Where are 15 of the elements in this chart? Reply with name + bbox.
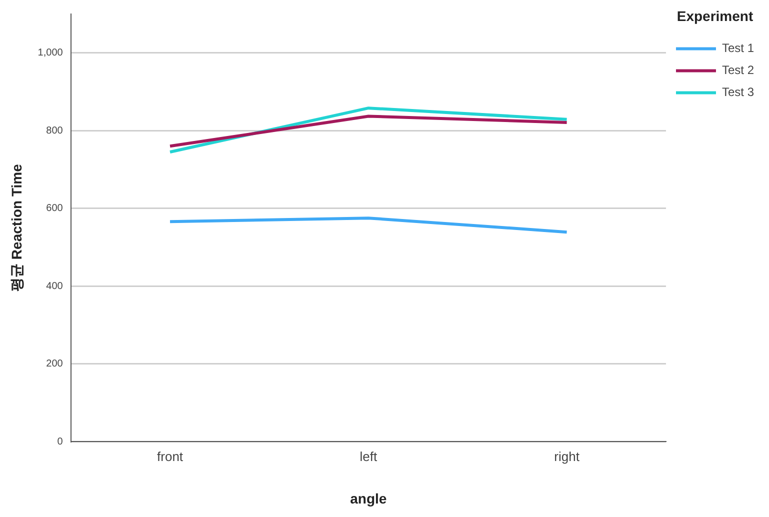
y-tick-label: 0: [57, 436, 64, 448]
y-tick-label: 200: [46, 358, 64, 370]
legend-title: Experiment: [676, 8, 754, 24]
x-tick-label: left: [360, 448, 378, 464]
x-tick-label: right: [554, 448, 580, 464]
y-tick-label: 1,000: [38, 48, 64, 59]
x-axis-title: angle: [350, 490, 387, 506]
y-tick-label: 400: [46, 280, 64, 292]
y-tick-label: 800: [46, 125, 64, 136]
y-axis-title: 평균 Reaction Time: [8, 164, 24, 292]
x-tick-label: front: [157, 448, 184, 464]
y-tick-label: 600: [46, 203, 64, 214]
legend-label: Test 1: [722, 41, 754, 56]
legend-label: Test 3: [722, 85, 754, 100]
legend-label: Test 2: [722, 63, 754, 78]
